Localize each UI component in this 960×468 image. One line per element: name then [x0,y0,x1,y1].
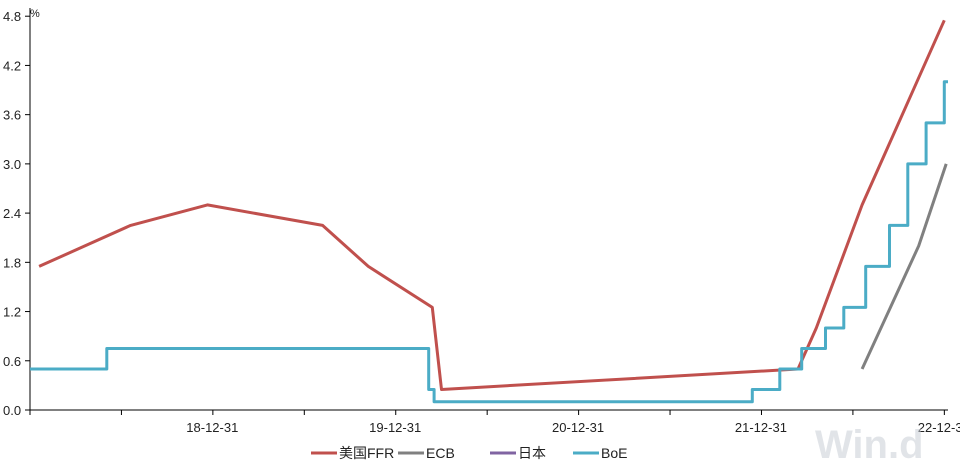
y-tick-label: 1.8 [3,255,21,270]
watermark: Win.d [815,423,924,467]
x-tick-label: 19-12-31 [369,420,421,435]
x-tick-label: 18-12-31 [186,420,238,435]
x-axis: 18-12-31 19-12-31 20-12-31 21-12-31 22-12-31 [29,409,960,435]
x-tick-label: 21-12-31 [735,420,787,435]
x-tick-label: 20-12-31 [552,420,604,435]
series-line-0 [38,19,946,391]
legend-label-1: ECB [426,445,455,461]
legend-label-3: BoE [601,445,627,461]
legend-label-0: 美国FFR [339,445,394,461]
y-tick-label: 2.4 [3,206,21,221]
y-tick-label: 0.6 [3,354,21,369]
y-tick-label: 3.0 [3,157,21,172]
y-tick-label: 1.2 [3,305,21,320]
plot-area [30,19,948,404]
x-tick-label: 22-12-31 [918,420,960,435]
y-axis: 0.0 0.6 1.2 1.8 2.4 3.0 3.6 4.2 4.8 [3,8,31,418]
y-tick-label: 3.6 [3,108,21,123]
y-tick-label: 4.2 [3,58,21,73]
legend: 美国FFR ECB 日本 BoE [311,445,627,461]
y-axis-unit: % [30,8,40,20]
series-line-3 [30,80,948,404]
y-tick-label: 4.8 [3,9,21,24]
series-line-1 [860,163,948,370]
y-tick-label: 0.0 [3,403,21,418]
legend-label-2: 日本 [518,445,546,461]
